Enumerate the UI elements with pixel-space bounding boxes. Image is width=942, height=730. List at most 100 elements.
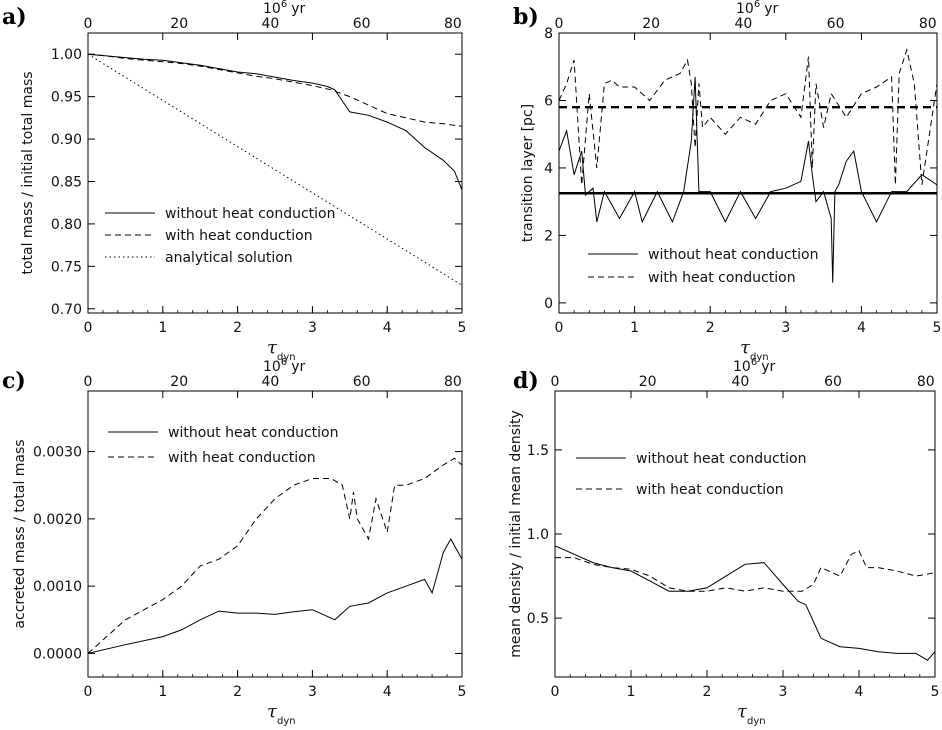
x-tick-label: 4 — [855, 684, 864, 700]
x-top-axis-title: 106 yr — [736, 0, 778, 17]
x-axis-title: τ — [267, 701, 278, 722]
series-line — [88, 53, 462, 128]
x-tick-label: 2 — [706, 320, 715, 336]
legend: without heat conduction with heat conduct… — [588, 247, 819, 286]
legend-label: with heat conduction — [636, 482, 784, 498]
x-tick-label: 1 — [627, 684, 636, 700]
x-top-tick-label: 40 — [731, 374, 749, 390]
legend-label: without heat conduction — [636, 451, 807, 467]
series-line — [88, 457, 462, 654]
x-tick-label: 2 — [233, 320, 242, 336]
x-top-tick-label: 80 — [444, 16, 462, 32]
legend: without heat conduction with heat conduct… — [105, 206, 336, 266]
x-tick-label: 5 — [933, 320, 942, 336]
x-top-tick-label: 80 — [919, 16, 937, 32]
legend-label: without heat conduction — [648, 247, 819, 263]
y-tick-label: 6 — [544, 93, 553, 109]
y-tick-label: 0.0030 — [33, 445, 82, 461]
plot-frame — [554, 390, 936, 678]
y-tick-label: 0.5 — [527, 611, 549, 627]
y-tick-label: 0.75 — [51, 259, 82, 275]
x-top-tick-label: 80 — [444, 374, 462, 390]
x-tick-label: 0 — [84, 320, 93, 336]
x-tick-label: 1 — [630, 320, 639, 336]
panel-label: d) — [513, 368, 539, 394]
x-top-tick-label: 0 — [84, 374, 93, 390]
x-tick-label: 2 — [703, 684, 712, 700]
x-top-tick-label: 80 — [917, 374, 935, 390]
y-tick-label: 0.85 — [51, 174, 82, 190]
x-tick-label: 5 — [931, 684, 940, 700]
legend-label: with heat conduction — [168, 450, 316, 466]
x-tick-label: 2 — [233, 684, 242, 700]
x-tick-label: 4 — [383, 320, 392, 336]
y-tick-label: 0.70 — [51, 302, 82, 318]
x-tick-label: 3 — [781, 320, 790, 336]
x-top-tick-label: 20 — [639, 374, 657, 390]
x-top-tick-label: 0 — [555, 16, 564, 32]
series-line — [88, 537, 462, 654]
y-axis-title: transition layer [pc] — [520, 104, 536, 242]
x-top-axis-exponent: 6 — [754, 0, 760, 10]
x-tick-label: 0 — [551, 684, 560, 700]
y-tick-label: 4 — [544, 161, 553, 177]
x-top-tick-label: 20 — [170, 374, 188, 390]
x-tick-label: 3 — [308, 684, 317, 700]
y-tick-label: 0.0010 — [33, 579, 82, 595]
y-tick-label: 1.00 — [51, 47, 82, 63]
y-axis-title: mean density / initial mean density — [508, 410, 524, 658]
y-tick-label: 0.80 — [51, 217, 82, 233]
x-tick-label: 5 — [458, 320, 467, 336]
x-top-tick-label: 20 — [170, 16, 188, 32]
x-axis-title-subscript: dyn — [750, 352, 769, 363]
x-top-axis-prefix: 10 — [733, 359, 751, 375]
panel-a: a) 0 1 2 3 4 5 0 20 40 60 80 106 yr τ dyn 0.70 0.75 0.80 0.… — [2, 0, 466, 363]
x-tick-label: 0 — [555, 320, 564, 336]
panel-d: d) 0 1 2 3 4 5 0 20 40 60 80 106 yr τ dyn 0.5 1.0 1.5mean … — [508, 357, 939, 727]
panel-label: c) — [2, 368, 26, 394]
y-tick-label: 0.0000 — [33, 646, 82, 662]
series-line — [555, 550, 935, 592]
x-top-tick-label: 0 — [551, 374, 560, 390]
y-axis-title: accreted mass / total mass — [12, 439, 28, 628]
legend-label: with heat conduction — [165, 228, 313, 244]
legend: without heat conduction with heat conduct… — [108, 425, 339, 466]
y-tick-label: 2 — [544, 228, 553, 244]
y-tick-label: 1.5 — [527, 443, 549, 459]
x-top-axis-unit: yr — [761, 359, 775, 375]
x-top-tick-label: 20 — [642, 16, 660, 32]
x-tick-label: 1 — [158, 320, 167, 336]
y-tick-label: 0 — [544, 296, 553, 312]
x-axis-title: τ — [267, 337, 278, 358]
x-tick-label: 1 — [158, 684, 167, 700]
x-tick-label: 4 — [383, 684, 392, 700]
legend-label: analytical solution — [165, 250, 293, 266]
legend-label: without heat conduction — [165, 206, 336, 222]
x-top-axis-unit: yr — [764, 1, 778, 17]
x-axis-title: τ — [740, 337, 751, 358]
x-axis-title-subscript: dyn — [747, 716, 766, 727]
y-tick-label: 0.0020 — [33, 512, 82, 528]
x-top-tick-label: 0 — [84, 16, 93, 32]
x-top-tick-label: 40 — [734, 16, 752, 32]
x-top-tick-label: 40 — [262, 16, 280, 32]
panel-label: b) — [513, 4, 539, 30]
x-tick-label: 4 — [857, 320, 866, 336]
x-tick-label: 0 — [84, 684, 93, 700]
x-top-axis-exponent: 6 — [281, 357, 287, 368]
series-line — [559, 76, 937, 283]
series-line — [555, 545, 935, 661]
x-top-axis-prefix: 10 — [736, 1, 754, 17]
y-tick-label: 8 — [544, 26, 553, 42]
x-top-axis-unit: yr — [291, 359, 305, 375]
plot-frame — [558, 32, 938, 314]
series-line — [88, 53, 462, 192]
legend: without heat conduction with heat conduct… — [576, 451, 807, 498]
x-top-tick-label: 60 — [353, 374, 371, 390]
series-line — [559, 47, 937, 185]
x-axis-title: τ — [737, 701, 748, 722]
panel-c: c) 0 1 2 3 4 5 0 20 40 60 80 106 yr τ dyn 0.0000 0.0010 0.… — [2, 357, 466, 727]
y-axis-title: total mass / initial total mass — [20, 71, 36, 274]
x-axis-title-subscript: dyn — [277, 716, 296, 727]
x-top-axis-prefix: 10 — [263, 1, 281, 17]
